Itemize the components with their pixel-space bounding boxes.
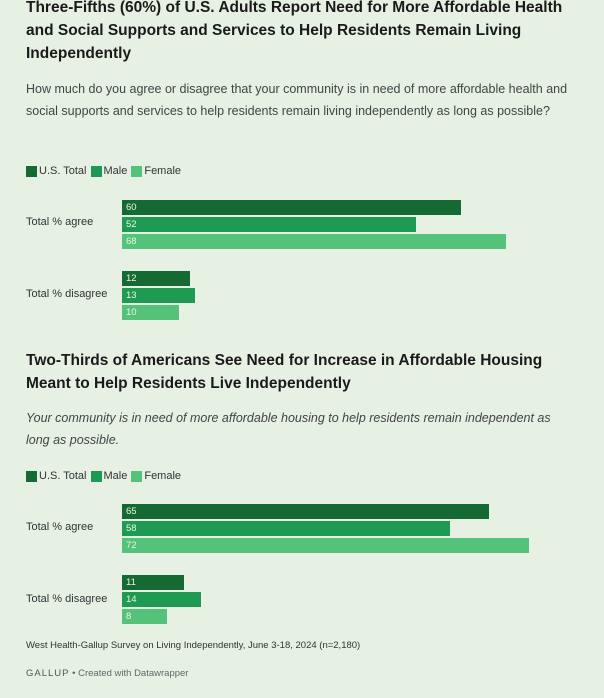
chart-2-value-label-agree-us-total: 65 bbox=[126, 506, 137, 517]
legend-us-total: U.S. Total bbox=[26, 165, 87, 177]
legend-swatch-male bbox=[90, 165, 102, 177]
chart-1-title: Three-Fifths (60%) of U.S. Adults Report… bbox=[26, 0, 563, 62]
legend-label-female: Female bbox=[144, 470, 182, 482]
chart-2-value-label-disagree-us-total: 11 bbox=[126, 577, 136, 588]
chart-1-bar-agree-male bbox=[122, 217, 416, 232]
legend-swatch-us-total bbox=[26, 165, 37, 177]
legend-label-us-total: U.S. Total bbox=[39, 470, 87, 482]
chart-1-category-agree: Total % agree bbox=[26, 216, 94, 228]
chart-2-bar-disagree-us-total bbox=[122, 575, 185, 590]
chart-2-legend: U.S. Total Male Female bbox=[26, 470, 185, 482]
gallup-logo-text: GALLUP bbox=[26, 668, 70, 679]
legend-swatch-male bbox=[90, 470, 102, 482]
chart-1-subtitle: How much do you agree or disagree that y… bbox=[26, 82, 568, 118]
chart-1-value-label-disagree-us-total: 12 bbox=[126, 273, 137, 284]
legend-female: Female bbox=[131, 470, 181, 482]
chart-1-bar-agree-female bbox=[122, 234, 507, 249]
legend-label-male: Male bbox=[103, 165, 128, 177]
legend-swatch-female bbox=[131, 470, 143, 482]
chart-1-value-label-disagree-female: 10 bbox=[126, 307, 137, 318]
chart-2-bar-agree-female bbox=[122, 538, 529, 553]
chart-1-legend: U.S. Total Male Female bbox=[26, 165, 185, 177]
chart-1-value-label-agree-male: 52 bbox=[126, 219, 137, 230]
chart-2-value-label-agree-female: 72 bbox=[126, 540, 137, 551]
chart-2-subtitle: Your community is in need of more afford… bbox=[26, 411, 551, 447]
legend-swatch-us-total bbox=[26, 470, 37, 482]
chart-1-value-label-agree-female: 68 bbox=[126, 236, 137, 247]
chart-1-bar-agree-us-total bbox=[122, 200, 461, 215]
chart-1-bar-disagree-male bbox=[122, 288, 196, 303]
chart-1-value-label-disagree-male: 13 bbox=[126, 290, 137, 301]
footer: GALLUP • Created with Datawrapper bbox=[26, 668, 188, 679]
chart-2-value-label-disagree-male: 14 bbox=[126, 594, 137, 605]
chart-2-value-label-agree-male: 58 bbox=[126, 523, 137, 534]
chart-2-title: Two-Thirds of Americans See Need for Inc… bbox=[26, 352, 543, 392]
legend-label-female: Female bbox=[144, 165, 182, 177]
legend-label-male: Male bbox=[103, 470, 128, 482]
legend-swatch-female bbox=[131, 165, 143, 177]
chart-1-category-disagree: Total % disagree bbox=[26, 288, 108, 300]
chart-2-value-label-disagree-female: 8 bbox=[126, 611, 132, 622]
chart-1-value-label-agree-us-total: 60 bbox=[126, 202, 137, 213]
chart-2-bar-disagree-female bbox=[122, 609, 168, 624]
legend-male: Male bbox=[90, 470, 128, 482]
footer-credit: • Created with Datawrapper bbox=[72, 668, 189, 679]
chart-2-category-disagree: Total % disagree bbox=[26, 593, 108, 605]
chart-2-bar-agree-us-total bbox=[122, 504, 490, 519]
legend-us-total: U.S. Total bbox=[26, 470, 87, 482]
chart-2-bar-agree-male bbox=[122, 521, 450, 536]
source-note: West Health-Gallup Survey on Living Inde… bbox=[26, 640, 361, 651]
chart-1-bar-disagree-female bbox=[122, 305, 179, 320]
legend-male: Male bbox=[90, 165, 128, 177]
chart-2-bar-disagree-male bbox=[122, 592, 202, 607]
chart-2-category-agree: Total % agree bbox=[26, 521, 94, 533]
legend-female: Female bbox=[131, 165, 181, 177]
chart-1-bar-disagree-us-total bbox=[122, 271, 190, 286]
legend-label-us-total: U.S. Total bbox=[39, 165, 87, 177]
